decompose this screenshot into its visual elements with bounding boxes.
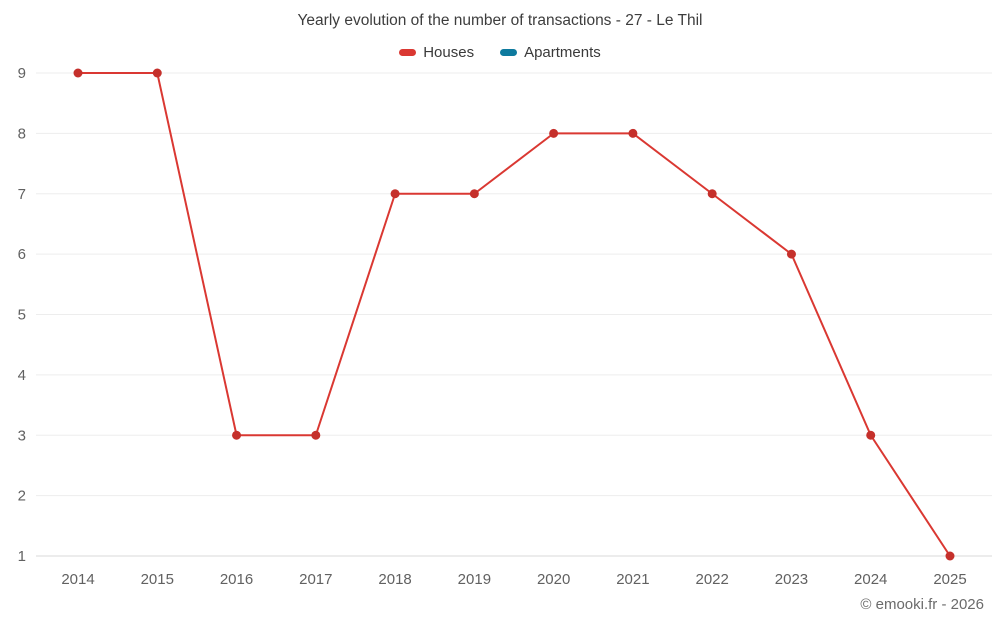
- y-tick-label: 2: [18, 488, 26, 505]
- x-tick-label: 2024: [854, 571, 887, 588]
- y-tick-label: 5: [18, 307, 26, 324]
- data-point-houses[interactable]: [707, 189, 717, 199]
- x-tick-label: 2020: [537, 571, 570, 588]
- x-tick-label: 2022: [695, 571, 728, 588]
- legend: Houses Apartments: [0, 44, 1000, 61]
- x-tick-label: 2017: [299, 571, 332, 588]
- x-tick-label: 2014: [61, 571, 94, 588]
- x-tick-label: 2023: [775, 571, 808, 588]
- data-point-houses[interactable]: [945, 551, 955, 561]
- houses-swatch-icon: [399, 49, 417, 56]
- x-tick-label: 2015: [141, 571, 174, 588]
- series-line-houses: [77, 72, 951, 557]
- legend-label-apartments: Apartments: [524, 44, 601, 61]
- data-point-houses[interactable]: [549, 128, 559, 138]
- data-point-houses[interactable]: [866, 430, 876, 440]
- x-tick-label: 2025: [933, 571, 966, 588]
- data-point-houses[interactable]: [311, 430, 321, 440]
- copyright: © emooki.fr - 2026: [860, 596, 984, 613]
- x-tick-label: 2021: [616, 571, 649, 588]
- data-point-houses[interactable]: [73, 68, 83, 78]
- apartments-swatch-icon: [500, 49, 518, 56]
- data-point-houses[interactable]: [152, 68, 162, 78]
- data-point-houses[interactable]: [628, 128, 638, 138]
- y-tick-label: 1: [18, 548, 26, 565]
- data-point-houses[interactable]: [786, 249, 796, 259]
- x-tick-label: 2018: [378, 571, 411, 588]
- data-point-houses[interactable]: [390, 189, 400, 199]
- legend-label-houses: Houses: [423, 44, 475, 61]
- y-tick-label: 6: [18, 246, 26, 263]
- x-tick-label: 2019: [458, 571, 491, 588]
- y-tick-label: 4: [18, 367, 26, 384]
- y-tick-label: 7: [18, 186, 26, 203]
- data-point-houses[interactable]: [469, 189, 479, 199]
- y-tick-label: 3: [18, 427, 26, 444]
- chart-title: Yearly evolution of the number of transa…: [297, 12, 703, 29]
- data-point-houses[interactable]: [232, 430, 242, 440]
- legend-item-houses[interactable]: Houses: [399, 44, 474, 61]
- y-tick-label: 9: [18, 65, 26, 82]
- y-tick-label: 8: [18, 125, 26, 142]
- x-tick-label: 2016: [220, 571, 253, 588]
- legend-item-apartments[interactable]: Apartments: [500, 44, 601, 61]
